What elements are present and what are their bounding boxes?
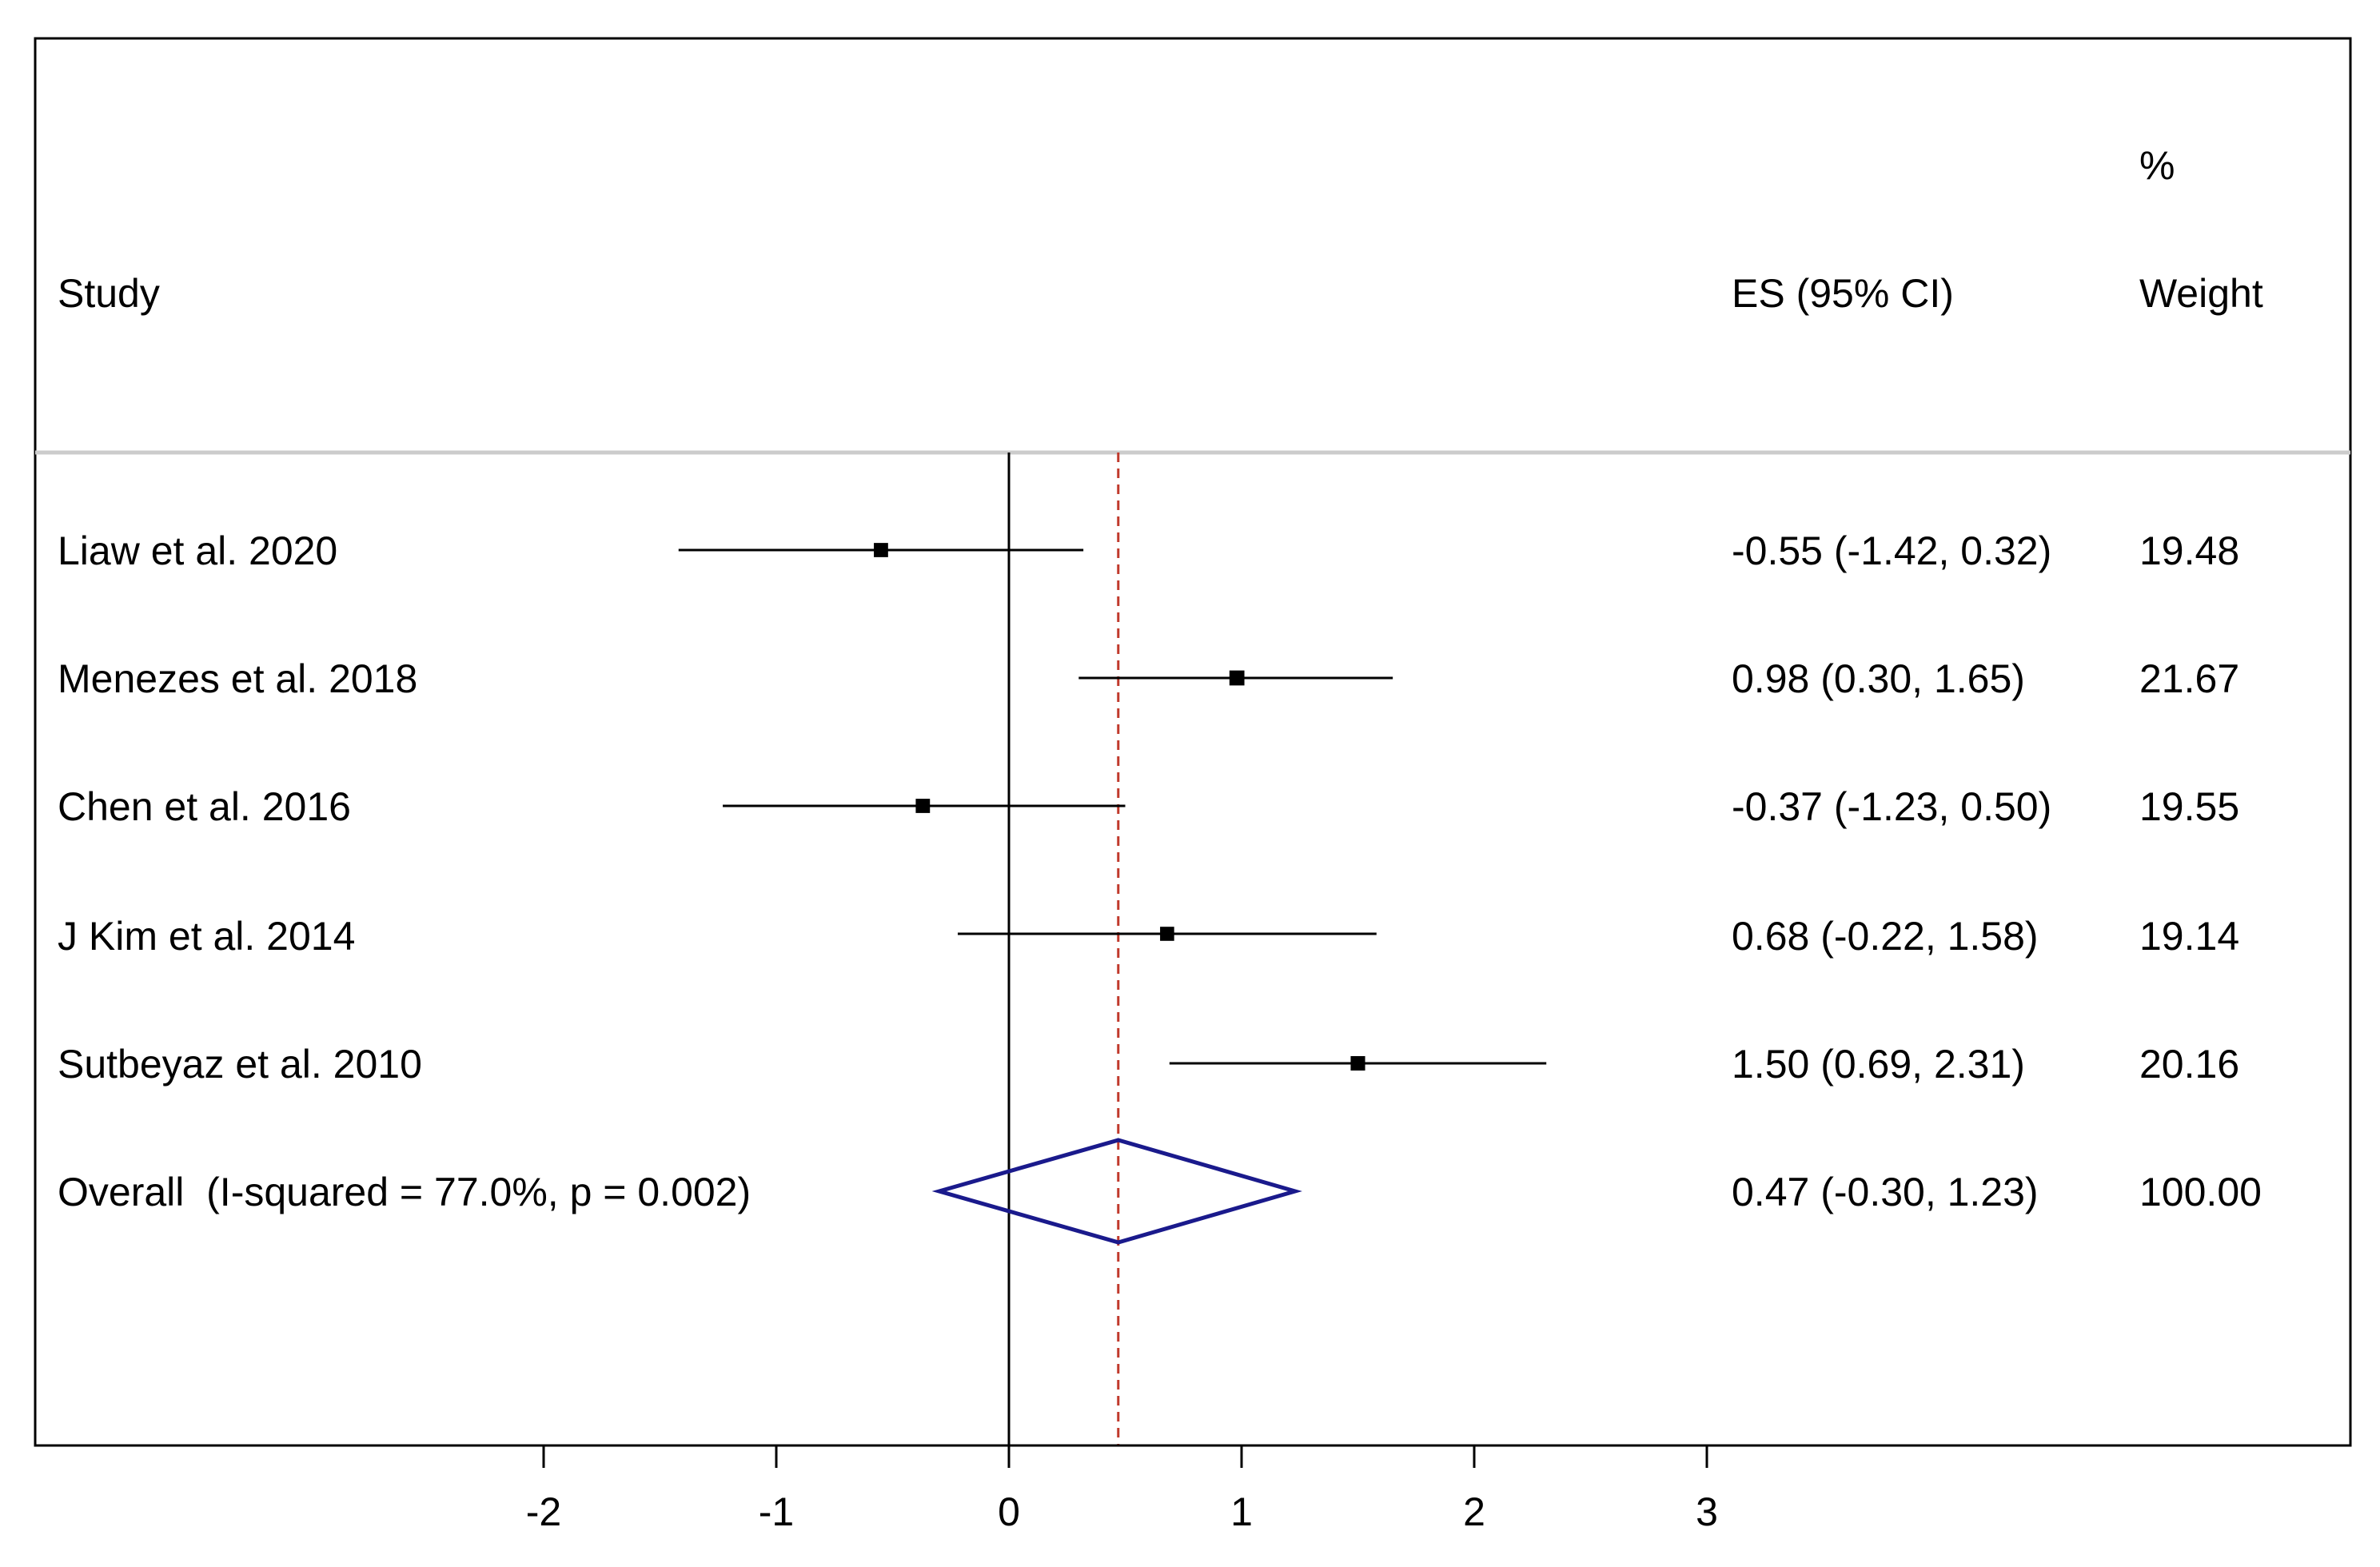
study-weight: 21.67 — [2139, 656, 2239, 701]
x-tick: 1 — [1230, 1445, 1253, 1534]
study-weight: 19.48 — [2139, 528, 2239, 573]
overall-row: Overall (I-squared = 77.0%, p = 0.002) 0… — [58, 1138, 2262, 1245]
overall-weight: 100.00 — [2139, 1170, 2262, 1214]
point-estimate — [1160, 927, 1174, 941]
header-weight-percent: % — [2139, 143, 2175, 188]
x-tick-label: 1 — [1230, 1489, 1253, 1534]
study-es-ci: 0.98 (0.30, 1.65) — [1732, 656, 2025, 701]
header-es-ci: ES (95% CI) — [1732, 271, 1954, 316]
x-tick-label: 0 — [998, 1489, 1020, 1534]
x-tick: -1 — [759, 1445, 794, 1534]
x-tick-label: -2 — [526, 1489, 561, 1534]
study-es-ci: -0.55 (-1.42, 0.32) — [1732, 528, 2051, 573]
x-axis: -2 -1 0 1 2 3 — [526, 1444, 1718, 1534]
x-tick: 3 — [1696, 1445, 1718, 1534]
x-tick-label: 2 — [1463, 1489, 1485, 1534]
study-row: Liaw et al. 2020 -0.55 (-1.42, 0.32) 19.… — [58, 528, 2239, 573]
header-study: Study — [58, 271, 160, 316]
study-weight: 20.16 — [2139, 1042, 2239, 1087]
point-estimate — [874, 543, 888, 557]
header-weight: Weight — [2139, 271, 2263, 316]
study-label: Sutbeyaz et al. 2010 — [58, 1042, 422, 1087]
x-tick: -2 — [526, 1445, 561, 1534]
study-es-ci: -0.37 (-1.23, 0.50) — [1732, 784, 2051, 829]
study-row: Sutbeyaz et al. 2010 1.50 (0.69, 2.31) 2… — [58, 1042, 2239, 1087]
study-label: J Kim et al. 2014 — [58, 914, 355, 959]
overall-label: Overall (I-squared = 77.0%, p = 0.002) — [58, 1170, 751, 1214]
study-es-ci: 0.68 (-0.22, 1.58) — [1732, 914, 2039, 959]
study-row: J Kim et al. 2014 0.68 (-0.22, 1.58) 19.… — [58, 914, 2239, 959]
study-weight: 19.14 — [2139, 914, 2239, 959]
x-tick-label: -1 — [759, 1489, 794, 1534]
study-weight: 19.55 — [2139, 784, 2239, 829]
x-tick-label: 3 — [1696, 1489, 1718, 1534]
overall-es-ci: 0.47 (-0.30, 1.23) — [1732, 1170, 2039, 1214]
study-row: Chen et al. 2016 -0.37 (-1.23, 0.50) 19.… — [58, 784, 2239, 829]
x-tick: 0 — [998, 1445, 1020, 1534]
study-label: Menezes et al. 2018 — [58, 656, 417, 701]
overall-diamond — [931, 1138, 1302, 1245]
study-label: Chen et al. 2016 — [58, 784, 351, 829]
study-label: Liaw et al. 2020 — [58, 528, 337, 573]
point-estimate — [915, 799, 931, 813]
point-estimate — [1229, 670, 1245, 686]
study-es-ci: 1.50 (0.69, 2.31) — [1732, 1042, 2025, 1087]
x-tick: 2 — [1463, 1445, 1485, 1534]
point-estimate — [1350, 1055, 1365, 1071]
study-row: Menezes et al. 2018 0.98 (0.30, 1.65) 21… — [58, 656, 2239, 701]
plot-frame — [34, 37, 2352, 1447]
